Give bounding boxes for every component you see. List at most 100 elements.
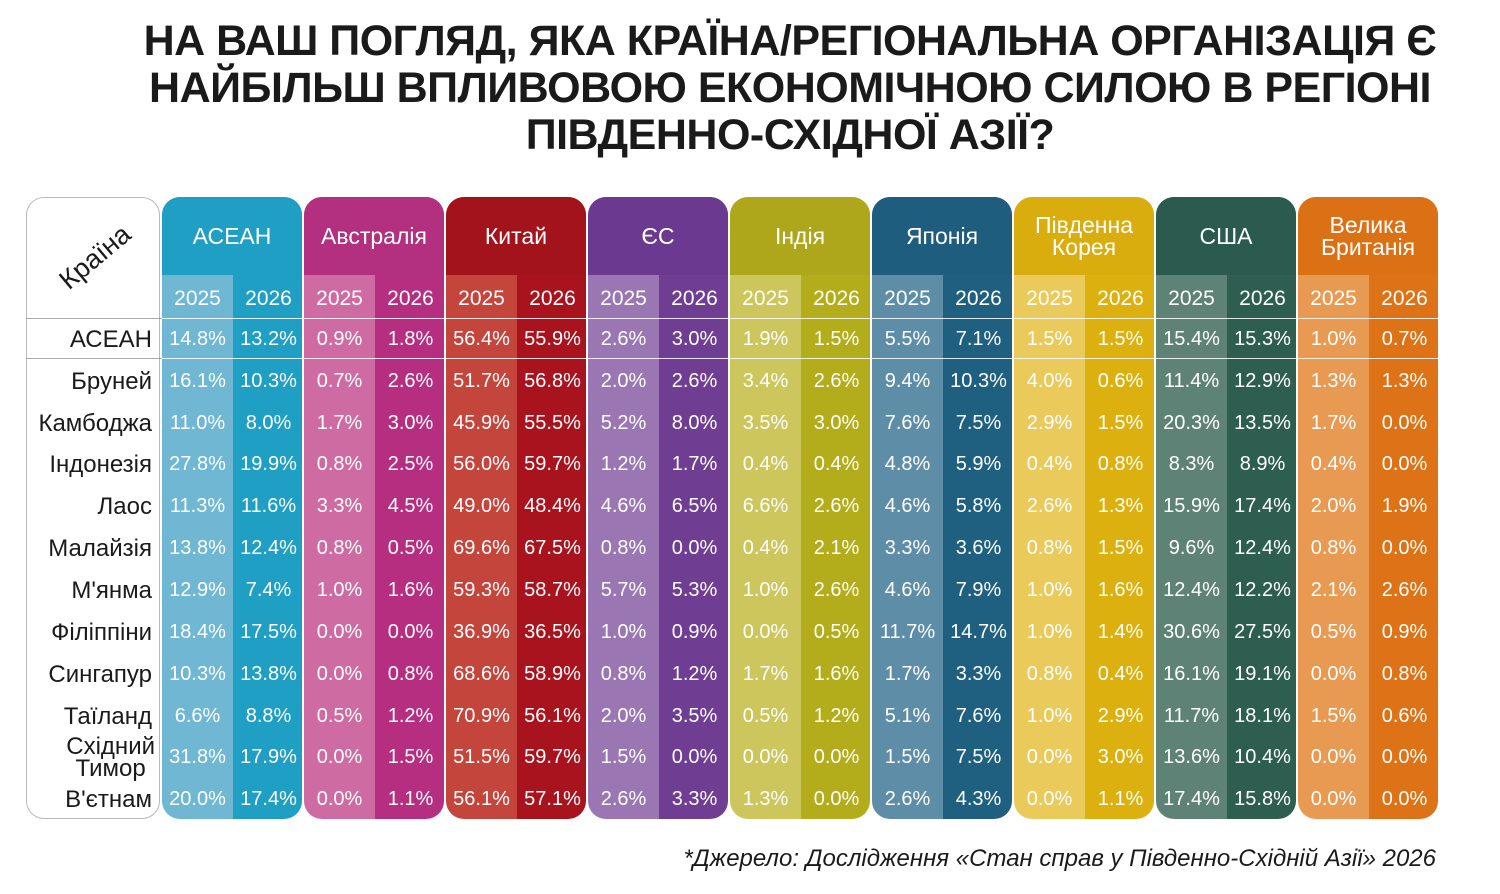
table-cell: 11.3% (169, 495, 226, 517)
table-cell: 1.0% (742, 579, 789, 601)
table-cell: 13.8% (169, 537, 226, 559)
table-cell: 4.6% (884, 495, 931, 517)
table-cell: 8.3% (1168, 453, 1215, 475)
series-2025-band (730, 197, 801, 819)
table-cell: 5.8% (955, 495, 1002, 517)
table-cell: 4.8% (884, 453, 931, 475)
table-cell: 2.1% (813, 537, 860, 559)
table-cell: 2.6% (387, 370, 434, 392)
table-cell: 2.6% (1381, 579, 1428, 601)
series-column: Південна Корея 2025 2026 1.5% 1.5% 4.0% 0.6% 2.… (1014, 197, 1154, 819)
table-cell: 17.4% (240, 788, 297, 810)
table-cell: 12.4% (240, 537, 297, 559)
table-cell: 3.6% (955, 537, 1002, 559)
table-cell: 0.4% (1026, 453, 1073, 475)
table-cell: 1.5% (387, 746, 434, 768)
table-cell: 12.2% (1234, 579, 1291, 601)
table-cell: 1.5% (813, 328, 860, 350)
table-cell: 56.8% (524, 370, 581, 392)
table-cell: 0.4% (1097, 663, 1144, 685)
table-cell: 6.5% (671, 495, 718, 517)
series-2026-band (233, 197, 302, 819)
table-cell: 10.3% (950, 370, 1007, 392)
table-cell: 9.4% (884, 370, 931, 392)
year-header: 2026 (1381, 287, 1428, 310)
table-cell: 10.3% (169, 663, 226, 685)
table-cell: 2.6% (813, 370, 860, 392)
table-cell: 11.6% (240, 495, 297, 517)
table-cell: 0.8% (1310, 537, 1357, 559)
table-cell: 55.5% (524, 412, 581, 434)
series-column: Японія 2025 2026 5.5% 7.1% 9.4% 10.3% 7.6% 7.5% 4… (872, 197, 1012, 819)
year-header: 2025 (884, 287, 931, 310)
series-2026-band (801, 197, 870, 819)
table-cell: 1.7% (742, 663, 789, 685)
year-header: 2025 (742, 287, 789, 310)
year-header: 2026 (387, 287, 434, 310)
year-header: 2026 (813, 287, 860, 310)
series-column: США 2025 2026 15.4% 15.3% 11.4% 12.9% 20.3% 13.5… (1156, 197, 1296, 819)
table-cell: 0.8% (1097, 453, 1144, 475)
table-cell: 3.3% (316, 495, 363, 517)
table-cell: 0.5% (813, 621, 860, 643)
series-header: Австралія (304, 197, 444, 275)
table-cell: 36.9% (453, 621, 510, 643)
table-cell: 0.0% (742, 621, 789, 643)
series-2025-band (872, 197, 943, 819)
table-cell: 15.9% (1163, 495, 1220, 517)
table-cell: 1.9% (742, 328, 789, 350)
table-cell: 11.4% (1163, 370, 1220, 392)
table-cell: 3.0% (671, 328, 718, 350)
table-cell: 3.3% (955, 663, 1002, 685)
table-cell: 1.0% (600, 621, 647, 643)
year-header: 2025 (1026, 287, 1073, 310)
country-column-box (26, 197, 160, 819)
table-cell: 12.9% (1234, 370, 1291, 392)
table-cell: 2.6% (813, 495, 860, 517)
table-cell: 3.5% (742, 412, 789, 434)
row-label: Таїланд (63, 703, 152, 730)
table-cell: 4.6% (884, 579, 931, 601)
table-cell: 0.8% (600, 537, 647, 559)
table-cell: 0.0% (316, 621, 363, 643)
series-2025-band (162, 197, 233, 819)
series-header: АСЕАН (162, 197, 302, 275)
table-cell: 5.5% (884, 328, 931, 350)
table-cell: 1.7% (1310, 412, 1357, 434)
table-cell: 3.3% (884, 537, 931, 559)
table-cell: 1.5% (1097, 412, 1144, 434)
table-cell: 1.4% (1097, 621, 1144, 643)
table-cell: 5.9% (955, 453, 1002, 475)
table-cell: 70.9% (453, 705, 510, 727)
table-cell: 1.3% (1097, 495, 1144, 517)
table-cell: 8.9% (1239, 453, 1286, 475)
table-cell: 8.8% (245, 705, 292, 727)
table-cell: 7.4% (245, 579, 292, 601)
table-cell: 0.4% (742, 537, 789, 559)
table-cell: 14.7% (950, 621, 1007, 643)
title-line: НА ВАШ ПОГЛЯД, ЯКА КРАЇНА/РЕГІОНАЛЬНА ОР… (143, 17, 1437, 65)
title-line: ПІВДЕННО-СХІДНОЇ АЗІЇ? (525, 111, 1055, 159)
row-label: Філіппіни (51, 619, 152, 646)
year-header: 2025 (1310, 287, 1357, 310)
table-cell: 1.1% (1097, 788, 1144, 810)
table-cell: 14.8% (169, 328, 226, 350)
table-cell: 15.8% (1234, 788, 1291, 810)
table-cell: 2.6% (813, 579, 860, 601)
table-cell: 6.6% (742, 495, 789, 517)
series-header: Велика Британія (1298, 197, 1438, 275)
table-cell: 2.5% (387, 453, 434, 475)
table-cell: 1.5% (1026, 328, 1073, 350)
table-cell: 59.7% (524, 453, 581, 475)
table-cell: 48.4% (524, 495, 581, 517)
table-cell: 2.6% (671, 370, 718, 392)
table-cell: 2.0% (1310, 495, 1357, 517)
year-header: 2026 (1239, 287, 1286, 310)
series-header: Японія (872, 197, 1012, 275)
table-cell: 0.6% (1097, 370, 1144, 392)
table-cell: 0.0% (813, 746, 860, 768)
table-cell: 17.5% (240, 621, 297, 643)
table-cell: 1.1% (387, 788, 434, 810)
table-cell: 17.4% (1234, 495, 1291, 517)
